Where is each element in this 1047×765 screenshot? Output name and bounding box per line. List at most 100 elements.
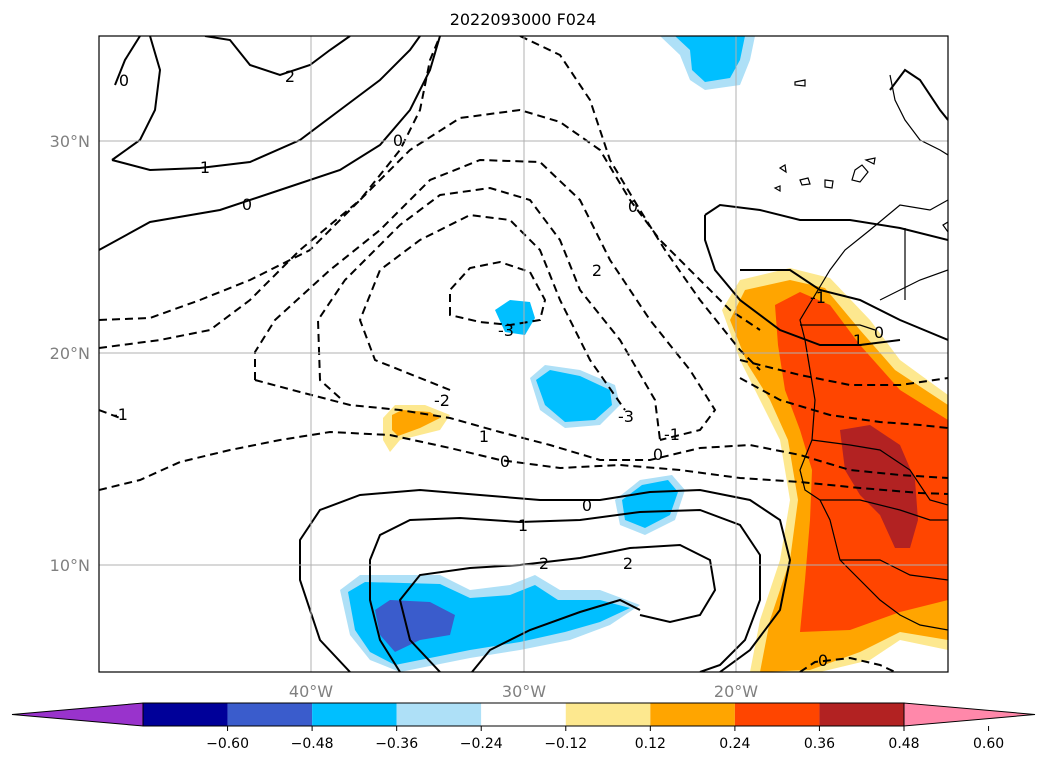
lon-label: 30°W — [502, 682, 546, 701]
colorbar-segment — [481, 703, 566, 726]
contour-line — [704, 215, 901, 346]
map-frame — [98, 35, 949, 673]
contour-label: 0 — [874, 323, 884, 342]
contour-label: 1 — [518, 516, 528, 535]
contour-label: 1 — [853, 331, 863, 350]
island — [824, 179, 834, 189]
shade-africa-firebrick — [840, 425, 918, 548]
contour-line — [739, 377, 948, 429]
contour-label: -1 — [810, 288, 826, 307]
longitude-labels: 40°W 30°W 20°W — [289, 682, 758, 701]
colorbar-segment — [565, 703, 651, 726]
contour-line — [358, 213, 626, 411]
gridlines — [99, 36, 948, 672]
border-line — [820, 499, 948, 521]
island — [864, 157, 876, 165]
coastline-iberia — [889, 74, 948, 156]
shade-south-royalblue — [375, 600, 455, 652]
border-line — [811, 439, 948, 506]
contour-label: 0 — [818, 651, 828, 670]
lat-label: 10°N — [50, 556, 90, 575]
contour-label: 2 — [623, 554, 633, 573]
contour-label: 2 — [285, 67, 295, 86]
contour-line — [99, 36, 441, 251]
colorbar: −0.60 −0.48 −0.36 −0.24 −0.12 0.12 0.24 0.36 0.4… — [11, 702, 1036, 752]
contour-line — [99, 36, 441, 321]
colorbar-tick-label: −0.36 — [375, 736, 418, 752]
contour-label: -2 — [434, 391, 450, 410]
colorbar-tick-label: −0.12 — [544, 736, 587, 752]
contour-line — [799, 656, 896, 672]
contour-label: 1 — [200, 158, 210, 177]
contour-line — [449, 260, 547, 327]
colorbar-extend-low — [11, 702, 144, 727]
shade-patch-orange — [392, 410, 440, 436]
contour-line — [114, 36, 141, 86]
colorbar-tick-label: 0.60 — [973, 736, 1004, 752]
contour-line — [99, 108, 761, 349]
colorbar-segment — [819, 703, 904, 726]
contour-line — [889, 68, 948, 121]
contour-label: 0 — [582, 496, 592, 515]
colorbar-segment — [312, 703, 397, 726]
coastline-layer — [773, 74, 948, 631]
colorbar-tick-label: −0.24 — [460, 736, 503, 752]
contour-label: 0 — [653, 445, 663, 464]
colorbar-segment — [734, 703, 820, 726]
island — [794, 79, 806, 87]
figure-title: 2022093000 F024 — [450, 10, 597, 29]
border-line — [879, 269, 948, 301]
contour-label: 1 — [479, 427, 489, 446]
island — [799, 177, 811, 186]
shade-center-blue — [536, 370, 612, 422]
island — [778, 164, 787, 174]
colorbar-segment — [650, 703, 735, 726]
lon-label: 40°W — [289, 682, 333, 701]
contour-line — [471, 598, 641, 672]
island — [773, 185, 781, 193]
colorbar-tick-label: 0.12 — [635, 736, 666, 752]
contour-line — [204, 36, 351, 77]
contour-line — [739, 359, 948, 386]
colorbar-frame — [142, 702, 905, 727]
contour-line — [111, 36, 421, 172]
border-line — [840, 559, 948, 581]
contour-label: 0 — [119, 71, 129, 90]
island — [942, 221, 948, 234]
contour-label: -3 — [498, 321, 514, 340]
contour-label: 0 — [393, 131, 403, 150]
contour-labels: 0 2 1 0 0 0 2 -3 -2 -3 -1 0 -1 1 0 0 1 2… — [112, 67, 884, 670]
contour-label: 0 — [500, 452, 510, 471]
shade-north-blue — [675, 36, 745, 82]
contour-line — [519, 36, 761, 371]
colorbar-tick-label: 0.36 — [804, 736, 835, 752]
border-line — [800, 324, 876, 331]
colorbar-tick-label: 0.48 — [888, 736, 919, 752]
coastline-africa — [799, 199, 948, 631]
contour-label: 0 — [242, 195, 252, 214]
contour-label: -3 — [618, 407, 634, 426]
contour-layer — [99, 36, 948, 672]
lon-label: 20°W — [714, 682, 758, 701]
contour-line — [254, 158, 717, 441]
lat-label: 30°N — [50, 132, 90, 151]
contour-line — [740, 269, 948, 341]
colorbar-segment — [396, 703, 482, 726]
contour-line — [99, 430, 948, 495]
colorbar-extend-high — [903, 702, 1036, 727]
contour-label: 2 — [592, 261, 602, 280]
contour-line — [398, 543, 717, 672]
shade-center-small — [495, 300, 535, 335]
colorbar-tick-label: −0.48 — [291, 736, 334, 752]
shading-layer — [340, 36, 948, 672]
contour-label: -1 — [664, 425, 680, 444]
lat-label: 20°N — [50, 344, 90, 363]
contour-label: 0 — [628, 197, 638, 216]
contour-line — [99, 409, 121, 419]
colorbar-tick-label: 0.24 — [719, 736, 750, 752]
latitude-labels: 30°N 20°N 10°N — [50, 132, 90, 575]
contour-line — [369, 508, 761, 672]
colorbar-segment — [227, 703, 313, 726]
colorbar-tick-label: −0.60 — [206, 736, 249, 752]
